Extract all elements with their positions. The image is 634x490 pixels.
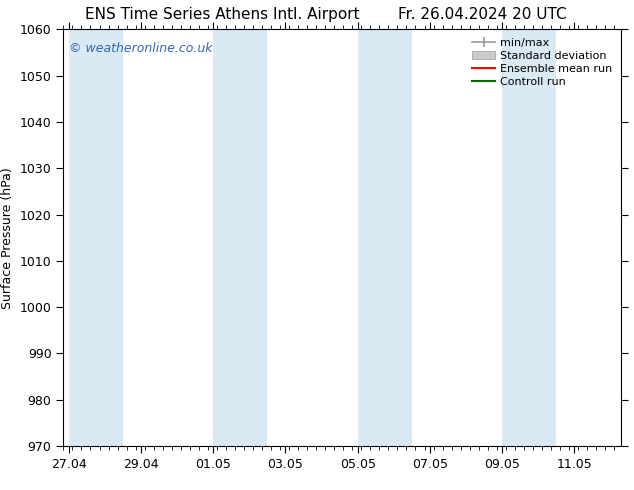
Text: © weatheronline.co.uk: © weatheronline.co.uk [69, 42, 212, 55]
Text: Fr. 26.04.2024 20 UTC: Fr. 26.04.2024 20 UTC [398, 7, 566, 23]
Bar [358, 29, 412, 446]
Y-axis label: Surface Pressure (hPa): Surface Pressure (hPa) [1, 167, 14, 309]
Text: ENS Time Series Athens Intl. Airport: ENS Time Series Athens Intl. Airport [84, 7, 359, 23]
Bar [69, 29, 123, 446]
Bar [213, 29, 268, 446]
Bar [502, 29, 556, 446]
Legend: min/max, Standard deviation, Ensemble mean run, Controll run: min/max, Standard deviation, Ensemble me… [469, 35, 616, 90]
